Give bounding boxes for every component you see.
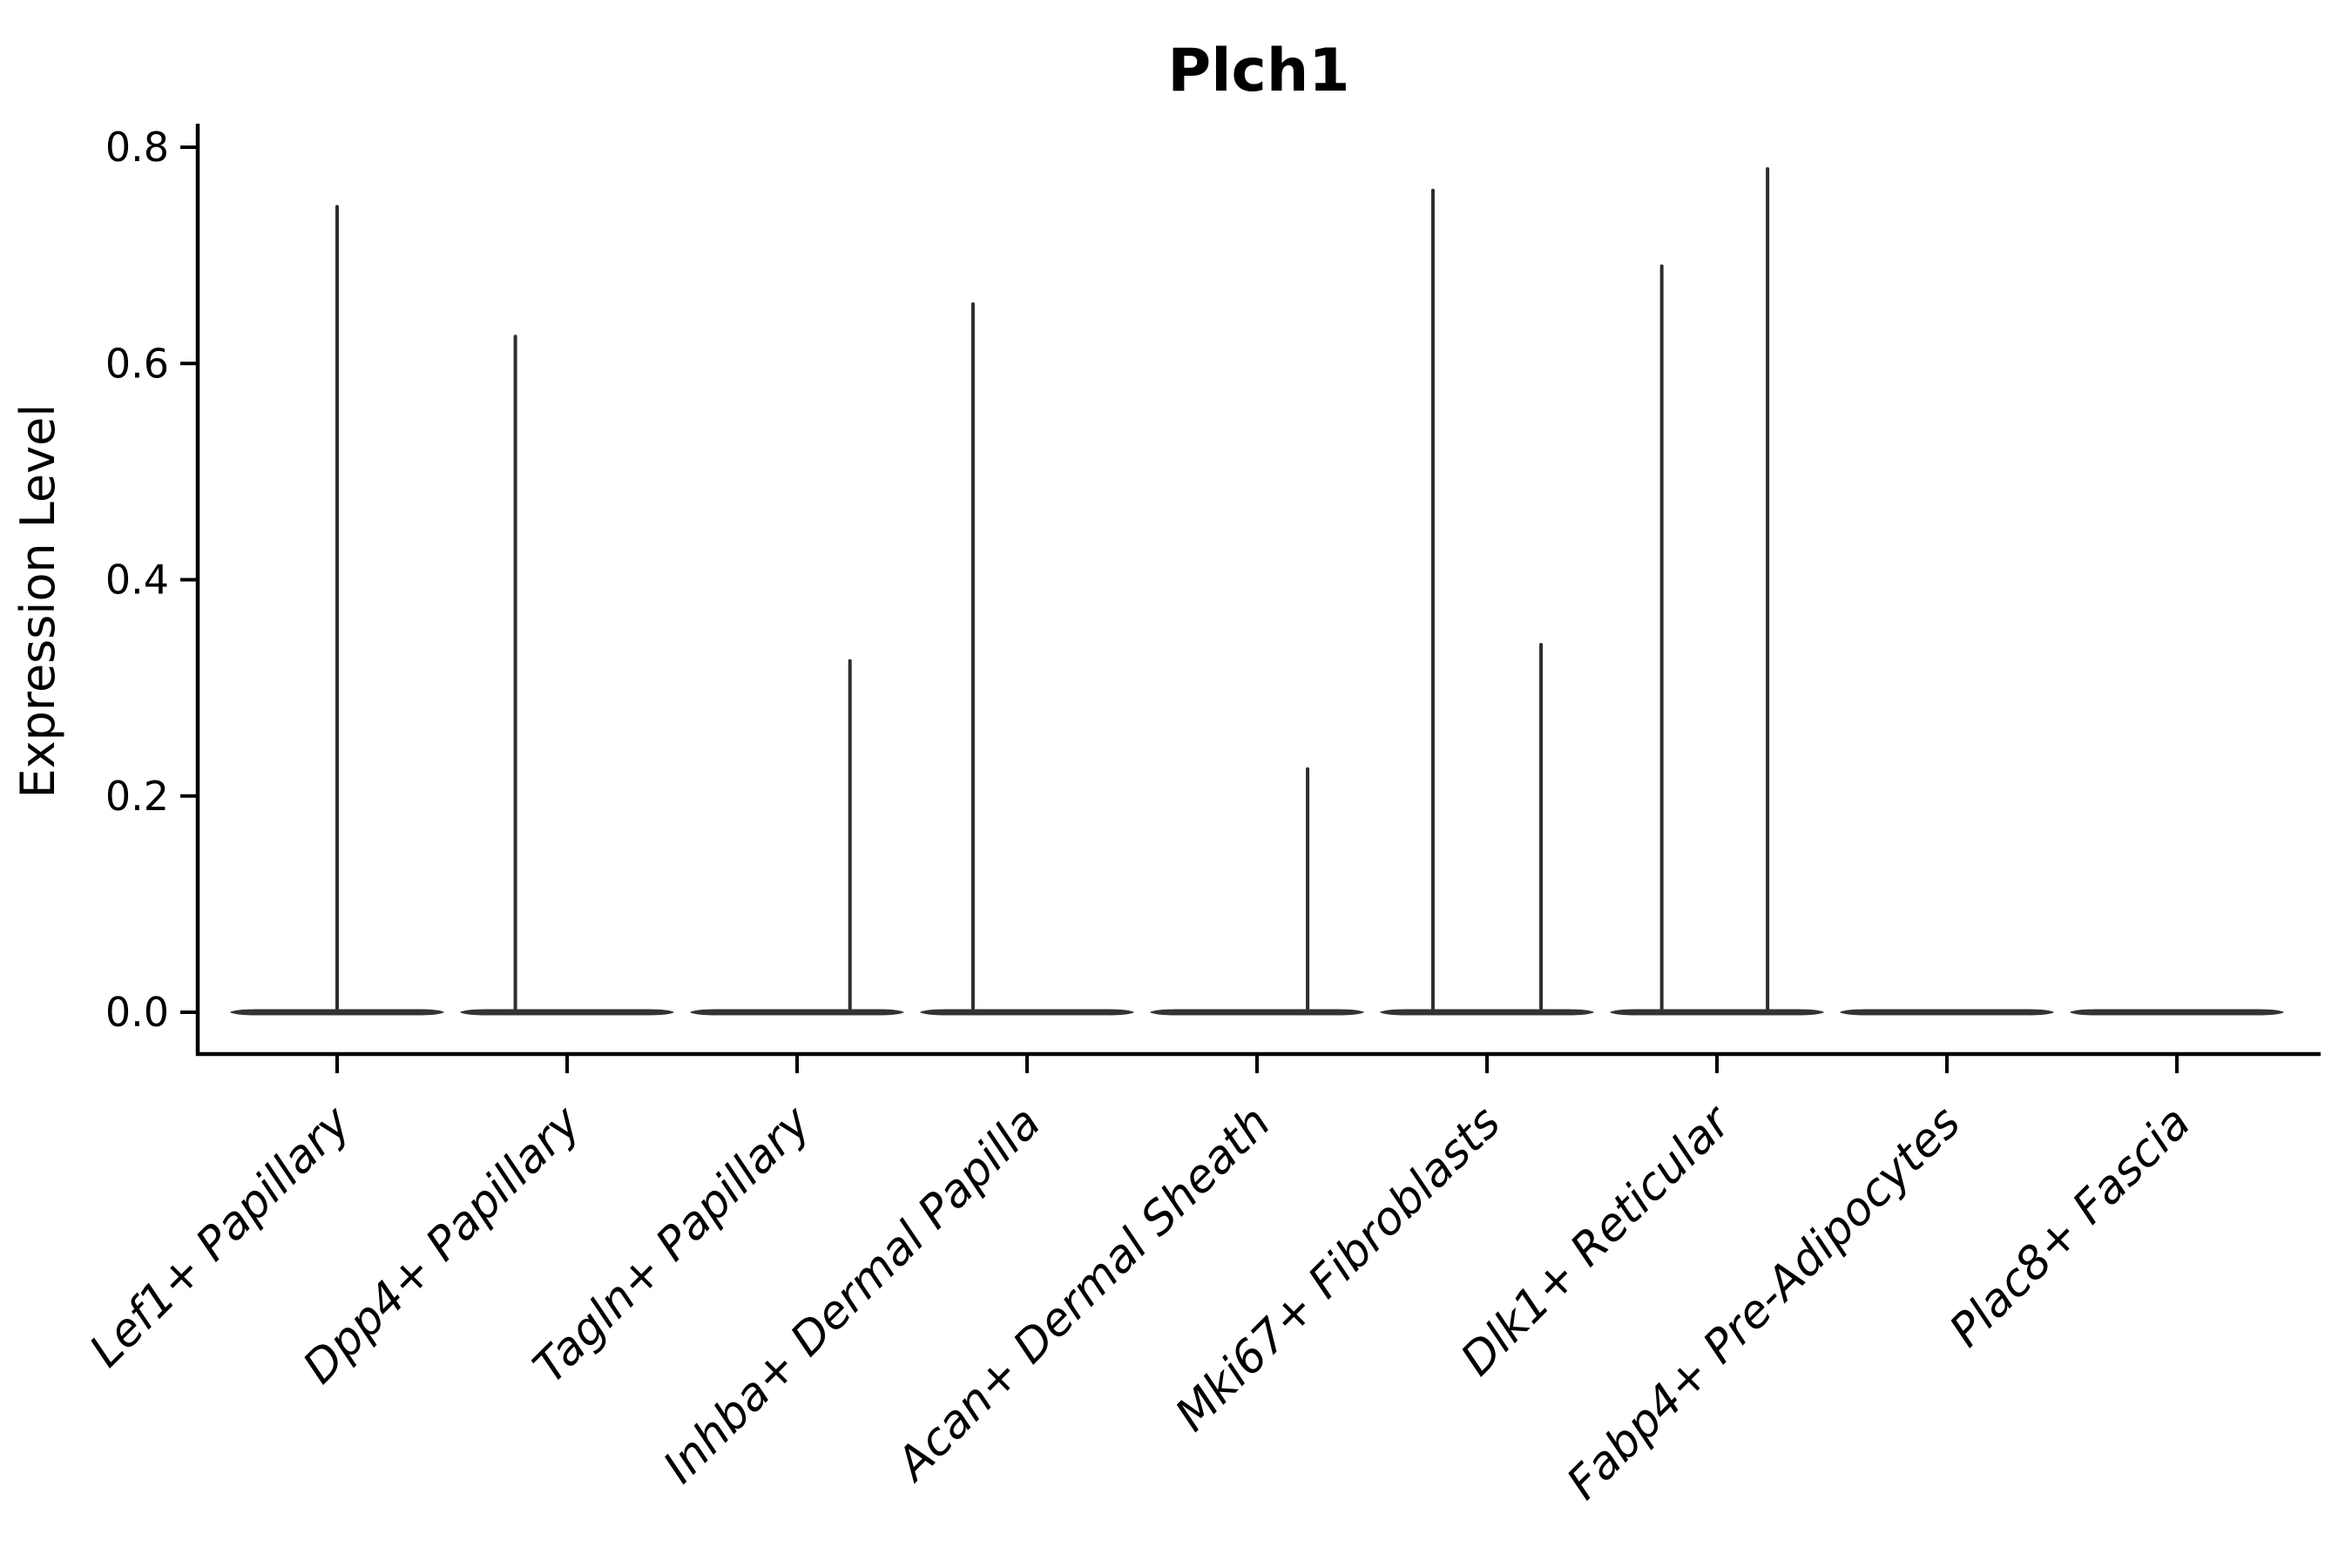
y-axis-label: Expression Level xyxy=(10,404,65,799)
violin-body xyxy=(1150,1009,1364,1016)
y-tick-label: 0.4 xyxy=(105,557,169,604)
violin-body xyxy=(230,1009,444,1016)
x-tick-label: Acan+ Dermal Sheath xyxy=(885,1097,1281,1492)
y-tick-label: 0.6 xyxy=(105,340,169,387)
y-tick-label: 0.2 xyxy=(105,773,169,820)
violin-body xyxy=(2070,1009,2284,1016)
plot-title: Plch1 xyxy=(1167,37,1349,105)
x-tick-label: Inhba+ Dermal Papilla xyxy=(653,1097,1051,1494)
y-tick-label: 0.8 xyxy=(105,124,169,171)
violin-body xyxy=(1840,1009,2054,1016)
x-tick-label: Plac8+ Fascia xyxy=(1940,1097,2200,1357)
violin-body xyxy=(920,1009,1134,1016)
violin-body xyxy=(1610,1009,1824,1016)
violin-body xyxy=(690,1009,904,1016)
violin-body xyxy=(460,1009,674,1016)
violin-body xyxy=(1380,1009,1594,1016)
y-tick-label: 0.0 xyxy=(105,989,169,1036)
x-tick-label: Fabp4+ Pre-Adipocytes xyxy=(1558,1097,1971,1511)
